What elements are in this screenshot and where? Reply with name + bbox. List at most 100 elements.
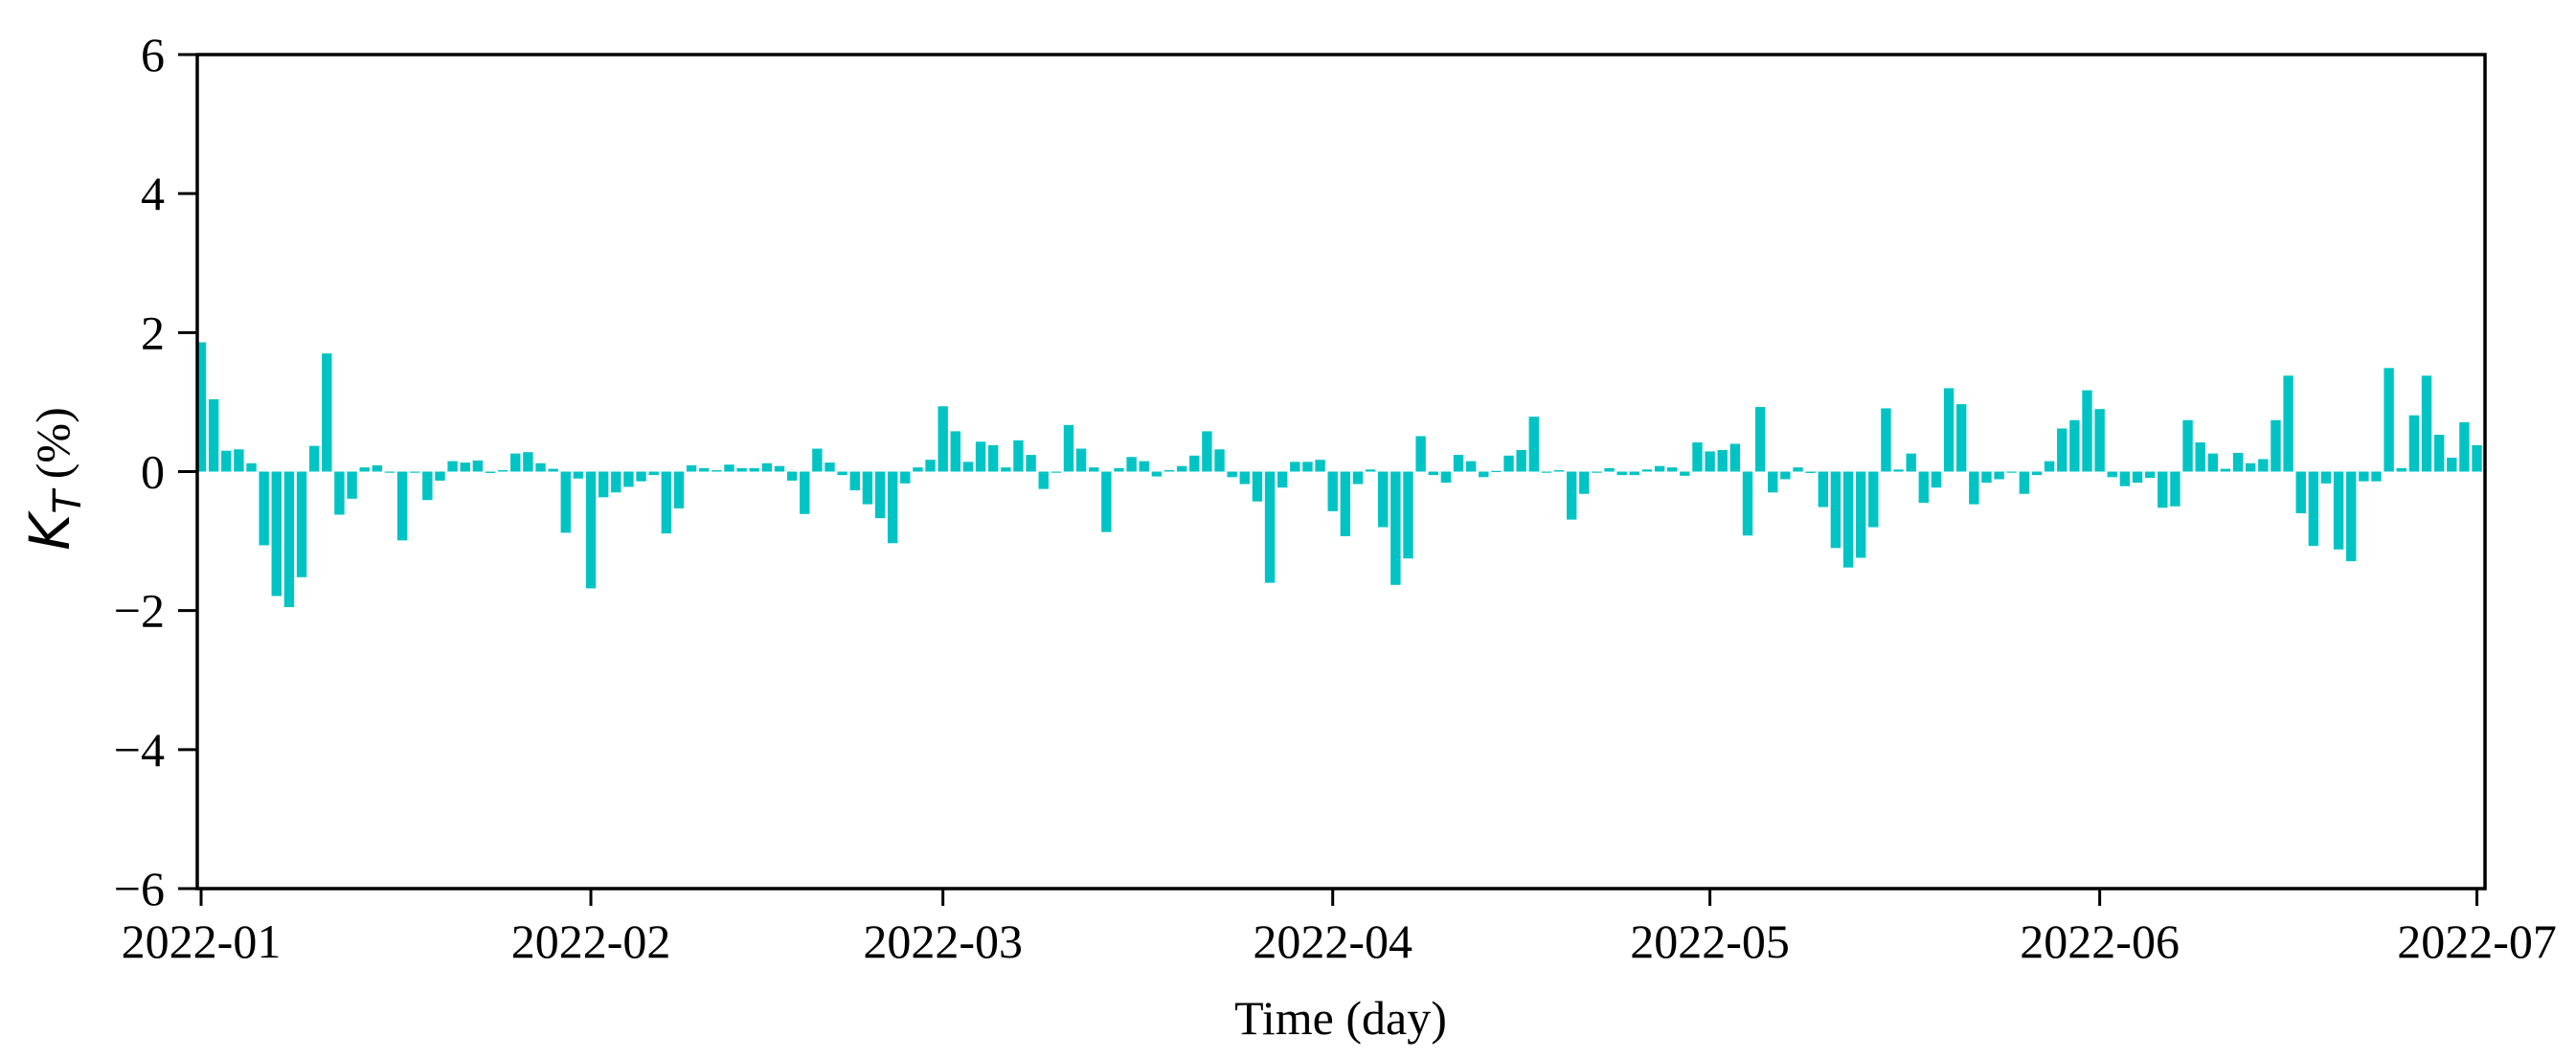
bar-2022-05-03 — [1729, 443, 1741, 472]
y-tick-label: 4 — [141, 167, 165, 220]
bar-2022-01-19 — [422, 471, 433, 501]
bar-2022-05-24 — [1994, 471, 2004, 480]
bar-2022-01-10 — [308, 445, 320, 472]
bar-2022-06-20 — [2333, 471, 2344, 550]
bar-2022-05-21 — [1956, 404, 1967, 472]
y-label-subscript: T — [46, 487, 90, 514]
y-tick-label: 6 — [141, 28, 165, 81]
bar-2022-02-03 — [611, 471, 621, 493]
bar-2022-03-07 — [1013, 440, 1024, 472]
bar-2022-06-05 — [2144, 471, 2156, 479]
x-tick-label: 2022-04 — [1253, 914, 1412, 968]
bar-2022-03-16 — [1126, 457, 1137, 472]
bar-2022-06-28 — [2433, 435, 2445, 472]
bar-2022-03-11 — [1063, 424, 1074, 472]
bar-2022-03-18 — [1151, 471, 1163, 477]
bar-2022-03-28 — [1277, 471, 1288, 488]
bar-2022-03-19 — [1164, 470, 1175, 472]
bar-2022-03-29 — [1290, 462, 1300, 472]
x-tick-label: 2022-02 — [511, 914, 671, 968]
bar-2022-04-26 — [1641, 469, 1653, 472]
bar-2022-06-18 — [2308, 471, 2319, 547]
bar-2022-04-29 — [1680, 471, 1690, 476]
bar-2022-06-25 — [2396, 467, 2407, 472]
bar-2022-01-24 — [485, 471, 496, 473]
bar-2022-01-25 — [497, 470, 508, 472]
bar-2022-06-11 — [2220, 468, 2231, 472]
bar-2022-05-18 — [1918, 471, 1930, 504]
bar-2022-04-04 — [1365, 469, 1376, 472]
bar-2022-05-09 — [1805, 471, 1816, 473]
bar-2022-04-03 — [1352, 471, 1364, 485]
bar-2022-01-07 — [271, 471, 282, 597]
bar-2022-02-08 — [673, 471, 685, 508]
bar-2022-06-09 — [2195, 442, 2205, 472]
bar-2022-02-02 — [598, 471, 609, 498]
bar-2022-02-25 — [887, 471, 898, 544]
bar-2022-02-07 — [661, 471, 672, 534]
bar-2022-03-06 — [1001, 467, 1011, 472]
bar-2022-01-18 — [410, 471, 420, 473]
bar-2022-01-29 — [548, 468, 558, 472]
y-tick-label: −2 — [114, 584, 165, 638]
bar-2022-01-04 — [234, 449, 244, 472]
bar-2022-04-24 — [1616, 471, 1627, 476]
bar-2022-04-07 — [1403, 471, 1413, 559]
bar-2022-04-06 — [1390, 471, 1401, 585]
bar-2022-06-23 — [2371, 471, 2382, 482]
bar-2022-04-25 — [1629, 471, 1640, 476]
x-tick-label: 2022-01 — [122, 914, 282, 968]
bar-2022-02-11 — [712, 470, 722, 472]
bar-2022-02-16 — [774, 465, 785, 472]
bar-2022-01-03 — [221, 450, 232, 472]
bar-2022-06-03 — [2119, 471, 2131, 486]
bar-2022-03-05 — [987, 444, 999, 472]
bar-2022-01-14 — [359, 467, 370, 472]
bar-2022-04-20 — [1566, 471, 1577, 520]
bar-2022-03-25 — [1239, 471, 1250, 485]
y-axis: 6 4 2 0 −6 −4 −2 — [114, 28, 197, 915]
bar-2022-03-14 — [1101, 471, 1112, 532]
bar-2022-03-20 — [1176, 465, 1187, 472]
bar-2022-04-15 — [1503, 455, 1514, 472]
bar-2022-05-07 — [1780, 471, 1791, 480]
bar-2022-05-17 — [1906, 453, 1916, 472]
bar-2022-04-13 — [1479, 471, 1489, 478]
bar-2022-02-06 — [648, 471, 659, 476]
bar-2022-05-26 — [2019, 471, 2030, 494]
bar-2022-05-02 — [1717, 449, 1728, 472]
bar-2022-03-12 — [1075, 448, 1087, 472]
bar-2022-04-28 — [1667, 467, 1678, 472]
x-axis: 2022-01 2022-02 2022-03 2022-04 2022-05 2022-… — [122, 889, 2557, 968]
bar-2022-06-19 — [2320, 471, 2332, 484]
bar-2022-02-20 — [825, 462, 835, 472]
bar-2022-03-01 — [938, 406, 948, 472]
bar-2022-02-10 — [699, 467, 710, 472]
bar-2022-01-31 — [573, 471, 584, 479]
bar-2022-04-27 — [1654, 465, 1665, 472]
bar-2022-02-28 — [925, 460, 936, 472]
bar-2022-06-10 — [2207, 453, 2218, 472]
bar-2022-01-06 — [259, 471, 269, 546]
bar-2022-05-16 — [1893, 469, 1904, 472]
bar-2022-01-13 — [347, 471, 357, 499]
bar-2022-05-15 — [1881, 408, 1891, 472]
bar-2022-01-08 — [283, 471, 295, 608]
bar-2022-06-01 — [2094, 409, 2105, 472]
bar-2022-01-27 — [523, 452, 533, 472]
bar-2022-02-18 — [800, 471, 810, 514]
bar-2022-03-08 — [1026, 455, 1036, 472]
bar-2022-06-17 — [2295, 471, 2306, 514]
bar-2022-04-21 — [1579, 471, 1590, 494]
bar-2022-06-22 — [2359, 471, 2369, 482]
bar-2022-06-15 — [2271, 419, 2281, 472]
bar-2022-02-05 — [636, 471, 646, 482]
bar-2022-06-04 — [2132, 471, 2143, 484]
bar-2022-01-21 — [447, 461, 458, 472]
bar-2022-05-04 — [1742, 471, 1753, 536]
bar-2022-05-08 — [1793, 467, 1803, 472]
bar-2022-01-30 — [560, 471, 571, 533]
bar-2022-02-22 — [849, 471, 860, 491]
bar-2022-06-08 — [2182, 419, 2193, 472]
bar-2022-02-23 — [862, 471, 873, 505]
